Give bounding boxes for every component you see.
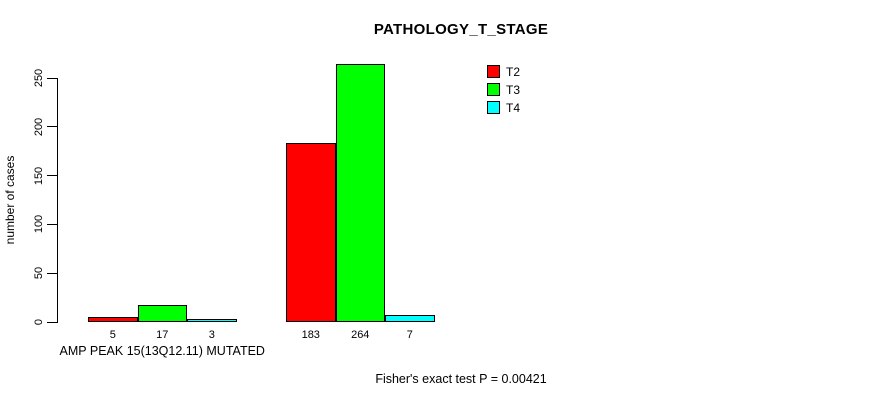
legend-item-t3: T3 bbox=[487, 82, 521, 97]
legend-item-t2: T2 bbox=[487, 64, 521, 79]
y-tick bbox=[47, 77, 57, 79]
y-tick-label: 150 bbox=[33, 166, 45, 185]
pvalue-annotation: Fisher's exact test P = 0.00421 bbox=[375, 372, 547, 386]
legend: T2 T3 T4 bbox=[487, 65, 520, 119]
y-tick bbox=[47, 126, 57, 128]
y-tick bbox=[47, 321, 57, 323]
bar-value-label: 183 bbox=[301, 329, 320, 341]
legend-swatch-t2 bbox=[487, 65, 500, 78]
bar-value-label: 264 bbox=[351, 329, 370, 341]
bar-value-label: 5 bbox=[109, 329, 116, 341]
bar-t2-group-1 bbox=[286, 143, 336, 322]
x-group-label: AMP PEAK 15(13Q12.11) MUTATED bbox=[59, 344, 265, 358]
legend-item-t4: T4 bbox=[487, 100, 521, 115]
legend-swatch-t3 bbox=[487, 83, 500, 96]
chart-title: PATHOLOGY_T_STAGE bbox=[373, 21, 549, 38]
bar-t4-group-0 bbox=[187, 319, 237, 322]
bar-value-label: 3 bbox=[208, 329, 215, 341]
y-axis-line bbox=[57, 78, 58, 323]
legend-label: T2 bbox=[506, 64, 521, 79]
legend-label: T4 bbox=[506, 100, 521, 115]
y-axis-label: number of cases bbox=[3, 155, 17, 245]
y-tick-label: 250 bbox=[33, 68, 45, 88]
y-tick bbox=[47, 175, 57, 177]
bar-value-label: 17 bbox=[156, 329, 169, 341]
bar-t4-group-1 bbox=[385, 315, 435, 322]
bar-t2-group-0 bbox=[88, 317, 138, 322]
y-tick-label: 100 bbox=[33, 215, 45, 234]
bar-t3-group-0 bbox=[137, 305, 187, 322]
bar-t3-group-1 bbox=[335, 64, 385, 322]
legend-swatch-t4 bbox=[487, 101, 500, 114]
y-tick-label: 0 bbox=[33, 318, 45, 326]
legend-label: T3 bbox=[506, 82, 521, 97]
y-tick bbox=[47, 272, 57, 274]
y-tick bbox=[47, 223, 57, 225]
y-tick-label: 50 bbox=[33, 267, 45, 280]
bar-value-label: 7 bbox=[406, 329, 413, 341]
y-tick-label: 200 bbox=[33, 117, 45, 136]
